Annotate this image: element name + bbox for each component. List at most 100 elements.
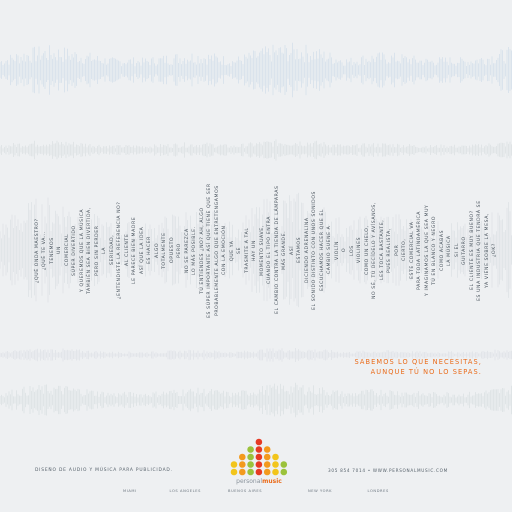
- lyric-line: totalmente: [162, 231, 168, 269]
- lyric-line: probablemente algo que entretengamos: [214, 184, 220, 316]
- city-name: Los Angeles: [169, 489, 201, 493]
- lyric-line: Tenemos: [49, 236, 55, 264]
- lyric-line: si el: [454, 242, 460, 257]
- logo-dot: [239, 461, 246, 468]
- lyric-line: hay un: [252, 239, 258, 261]
- lyric-line: es hacer: [147, 236, 153, 264]
- logo-dot: [272, 461, 279, 468]
- lyric-line: cierto,: [402, 238, 408, 261]
- lyric-line: con la emoción: [222, 225, 228, 275]
- city-list: Miami Los Angeles Buenos Aires New York Lond…: [0, 489, 512, 497]
- logo-dot: [263, 461, 271, 468]
- logo-dot: [272, 453, 279, 461]
- lyric-line: pues realista,: [387, 227, 393, 273]
- brand-word-personal: personal: [236, 478, 263, 485]
- lyric-line: es súper importante así que tiene que se…: [207, 182, 213, 318]
- footer-contact: 305 854 7014 • www.personalmusic.com: [328, 468, 448, 473]
- lyric-line: ya viene sobre la mesa,: [484, 212, 490, 288]
- lyric-line: el cambio contra la tienda de lámparas: [274, 185, 280, 314]
- logo-dot: [247, 446, 254, 453]
- city-name: Buenos Aires: [228, 489, 263, 493]
- lyric-line: así que la idea: [139, 226, 145, 274]
- logo-dot: [255, 461, 263, 468]
- lyric-line: la: [102, 246, 108, 254]
- lyric-line: trasmite a tal: [244, 227, 250, 273]
- lyric-line: guitarro: [462, 235, 468, 265]
- lyric-line: pero sin perder: [94, 224, 100, 276]
- lyric-line: opuesto: [169, 236, 175, 263]
- lyric-line: ¿OK?: [492, 243, 497, 257]
- lyric-line: ¿Qué onda maestro?: [35, 217, 40, 283]
- lyric-line: como un chelo,: [364, 225, 370, 275]
- city-name: Londres: [367, 489, 389, 493]
- lyric-line: se: [237, 246, 243, 254]
- lyric-line: la música: [447, 234, 453, 266]
- lyric-line: no se parezca: [184, 227, 190, 273]
- city-name: Miami: [123, 489, 137, 493]
- lyric-line: es una industria que tendrá se: [477, 199, 483, 301]
- lyric-line: que ya: [229, 239, 235, 261]
- lyric-line: así: [289, 245, 295, 255]
- lyric-line: lo más posible.: [192, 225, 198, 275]
- lyric-line: los: [349, 244, 355, 256]
- logo-dot: [263, 446, 271, 453]
- lyric-line: y imaginamos la que sea muy: [424, 204, 430, 296]
- equalizer-logo-icon: [230, 438, 288, 476]
- lyric-line: súper divertido: [72, 224, 78, 276]
- lyric-line: violín: [334, 240, 340, 260]
- logo-dot: [280, 461, 288, 468]
- lyric-line: y queremos que la música: [79, 208, 85, 292]
- logo-dot: [255, 468, 263, 476]
- logo-dot: [247, 453, 254, 461]
- lyric-line: ¿Qué te va...: [42, 230, 48, 270]
- logo-dot: [239, 453, 246, 461]
- logo-dot: [255, 438, 263, 446]
- lyric-line: no sé, tú decídelo y avísanos,: [372, 201, 378, 299]
- city-name: New York: [308, 489, 333, 493]
- lyric-line: diciendo adrenalina: [304, 217, 310, 283]
- lyric-line: más grande.: [282, 230, 288, 270]
- brand-wordmark: personalmusic: [228, 478, 290, 485]
- footer-description: Diseño de audio y música para publicidad…: [35, 468, 173, 473]
- lyric-line: también sea bien divertida,: [87, 206, 93, 294]
- lyric-line: o: [342, 247, 348, 252]
- lyric-line: pero: [177, 242, 183, 258]
- lyric-line: seriedad,: [109, 234, 115, 265]
- lyric-line: tú en blanco y negro: [432, 215, 438, 285]
- lyric-line: estamos: [297, 236, 303, 263]
- logo-dot: [263, 468, 271, 476]
- lyric-line: momento suave,: [259, 224, 265, 276]
- brand-word-music: music: [262, 478, 282, 485]
- lyric-line: por: [394, 244, 400, 256]
- logo-dot: [255, 446, 263, 453]
- lyric-line: para toda Latinoamérica: [417, 210, 423, 290]
- lyric-line: comercial: [64, 233, 70, 266]
- lyric-line: le parece bien madre: [132, 216, 138, 284]
- lyric-line: algo: [154, 242, 160, 258]
- logo-dot: [230, 468, 238, 476]
- logo-dot: [230, 461, 238, 468]
- logo-dot: [247, 468, 254, 476]
- logo-dot: [272, 468, 279, 476]
- lyric-line: les toca bastante,: [379, 219, 385, 280]
- lyric-line: este comercial va: [409, 221, 415, 279]
- lyric-line: ¿Entendiste la referencia no?: [117, 201, 123, 299]
- lyric-line: al cliente: [124, 233, 130, 266]
- tagline-line-1: Sabemos lo que necesitas,: [354, 358, 482, 366]
- logo-dot: [263, 453, 271, 461]
- lyric-line: el cliente es muy bueno?: [469, 210, 475, 290]
- logo-dot: [255, 453, 263, 461]
- lyric-line: cuando el tipo entra: [267, 216, 273, 284]
- tagline: Sabemos lo que necesitas, aunque tú no l…: [300, 358, 482, 377]
- lyric-line: cambio suene a: [327, 225, 333, 274]
- lyric-line: un: [57, 246, 63, 254]
- lyric-line: escuchamos hacer que el: [319, 208, 325, 291]
- tagline-line-2: aunque tú no lo sepas.: [370, 367, 482, 376]
- lyric-line: Tú entiendes ¿no? Ah, algo: [199, 206, 205, 294]
- logo-dot: [239, 468, 246, 476]
- logo-dot: [280, 468, 288, 476]
- lyric-line: el sonido distinto con unos sonidos: [312, 190, 318, 310]
- lyric-line: violines: [357, 236, 363, 263]
- logo-dot: [247, 461, 254, 468]
